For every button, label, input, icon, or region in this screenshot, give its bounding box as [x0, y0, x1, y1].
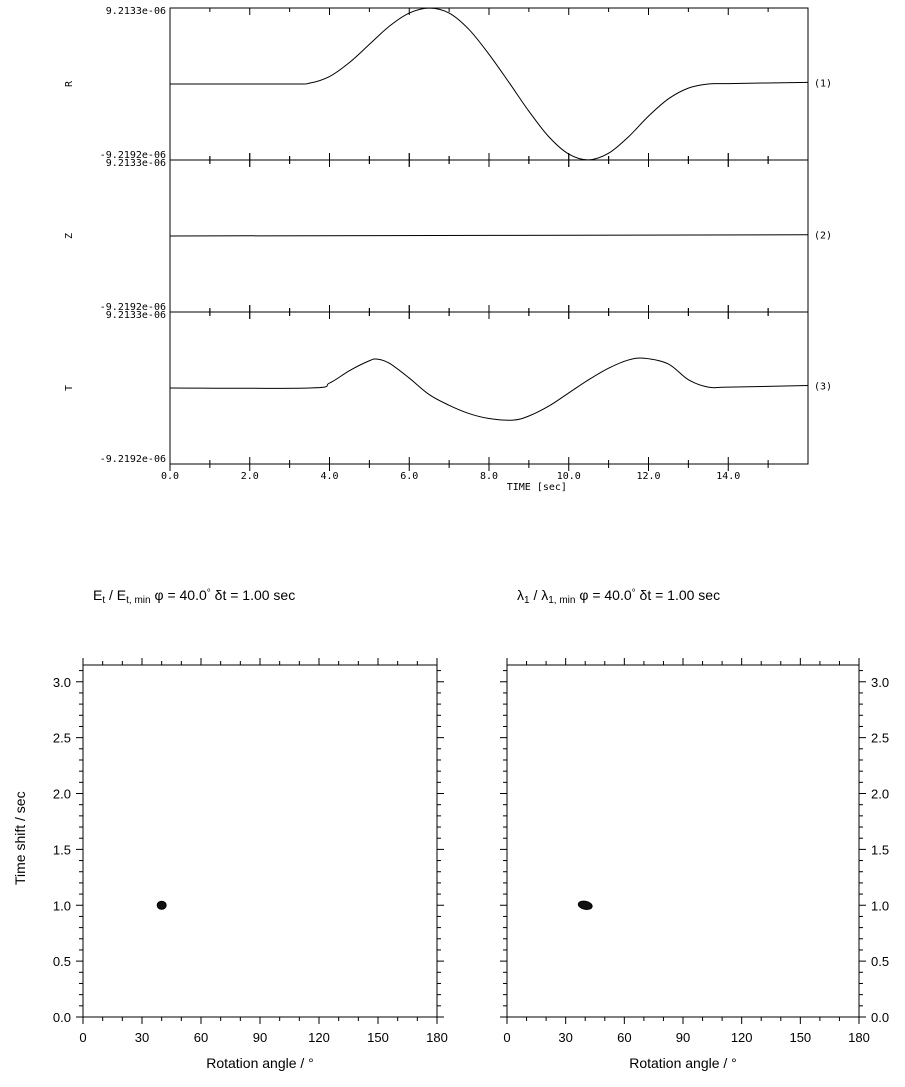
minimum-marker — [577, 900, 593, 910]
time-tick-label: 2.0 — [241, 471, 259, 482]
time-tick-label: 12.0 — [636, 471, 660, 482]
title-part: / λ — [530, 587, 549, 603]
y-tick-label: 2.0 — [871, 787, 889, 802]
trace-ymin-label: -9.2192e-06 — [100, 150, 166, 161]
trace-ymax-label: 9.2133e-06 — [106, 158, 166, 169]
x-tick-label: 30 — [135, 1030, 149, 1045]
title-part: λ — [517, 587, 524, 603]
trace-ymin-label: -9.2192e-06 — [100, 454, 166, 465]
y-tick-label: 2.5 — [871, 731, 889, 746]
energy-contour-panel: 0 30 60 90 120 150 180 Rotation angle / ° 0.0 0.5… — [12, 587, 448, 1071]
trace-waveform-t — [169, 357, 809, 421]
trace-ymin-label: -9.2192e-06 — [100, 302, 166, 313]
trace-channel-label: R — [64, 80, 75, 87]
trace-waveform-z — [169, 234, 809, 237]
x-tick-label: 90 — [676, 1030, 690, 1045]
x-tick-label: 0 — [79, 1030, 86, 1045]
seismogram-panel: 9.2133e-06-9.2192e-06R (1)9.2133e-06-9.21… — [64, 6, 832, 493]
time-tick-label: 0.0 — [161, 471, 179, 482]
y-tick-label: 2.5 — [53, 731, 71, 746]
time-axis-label: TIME [sec] — [507, 482, 567, 493]
x-tick-label: 90 — [253, 1030, 267, 1045]
x-tick-label: 0 — [503, 1030, 510, 1045]
y-tick-label: 0.0 — [871, 1010, 889, 1025]
trace-channel-label: Z — [64, 233, 75, 239]
y-tick-label: 0.0 — [53, 1010, 71, 1025]
x-tick-label: 60 — [194, 1030, 208, 1045]
minimum-marker — [156, 900, 167, 910]
x-tick-label: 180 — [426, 1030, 448, 1045]
plot-frame — [506, 664, 860, 1018]
eigenvalue-contour-panel: 0 30 60 90 120 150 180 Rotation angle / ° 0.0 0.5… — [500, 587, 889, 1071]
x-tick-label: 150 — [367, 1030, 389, 1045]
title-subscript: t, min — [126, 595, 150, 606]
x-tick-label: 150 — [789, 1030, 811, 1045]
time-tick-label: 10.0 — [557, 471, 581, 482]
y-tick-label: 3.0 — [871, 675, 889, 690]
x-tick-label: 120 — [308, 1030, 330, 1045]
trace-waveform-r — [169, 7, 809, 161]
plot-frame — [82, 664, 438, 1018]
title-part: ° — [632, 588, 636, 599]
x-tick-label: 180 — [848, 1030, 870, 1045]
y-axis-label: Time shift / sec — [12, 791, 28, 885]
trace-ymax-label: 9.2133e-06 — [106, 6, 166, 17]
x-axis-label: Rotation angle / ° — [206, 1055, 314, 1071]
trace-ymax-label: 9.2133e-06 — [106, 310, 166, 321]
title-subscript: 1, min — [548, 595, 575, 606]
x-axis-label: Rotation angle / ° — [629, 1055, 737, 1071]
y-tick-label: 1.5 — [53, 842, 71, 857]
y-tick-label: 0.5 — [871, 954, 889, 969]
y-tick-label: 2.0 — [53, 787, 71, 802]
title-part: E — [93, 587, 102, 603]
x-tick-label: 30 — [558, 1030, 572, 1045]
x-tick-label: 120 — [731, 1030, 753, 1045]
y-tick-label: 3.0 — [53, 675, 71, 690]
title-subscript: t — [102, 595, 105, 606]
time-tick-label: 8.0 — [480, 471, 498, 482]
y-tick-label: 1.0 — [871, 898, 889, 913]
y-tick-label: 0.5 — [53, 954, 71, 969]
title-subscript: 1 — [524, 595, 530, 606]
title-part: φ = 40.0 — [151, 587, 207, 603]
title-part: δt = 1.00 sec — [636, 587, 720, 603]
x-tick-label: 60 — [617, 1030, 631, 1045]
time-tick-label: 14.0 — [716, 471, 740, 482]
y-tick-label: 1.0 — [53, 898, 71, 913]
y-tick-label: 1.5 — [871, 842, 889, 857]
title-part: δt = 1.00 sec — [211, 587, 295, 603]
title-part: φ = 40.0 — [575, 587, 631, 603]
trace-channel-label: T — [64, 385, 75, 391]
time-tick-label: 6.0 — [400, 471, 418, 482]
trace-number-label: (2) — [814, 231, 832, 242]
trace-number-label: (3) — [814, 382, 832, 393]
title-part: / E — [105, 587, 126, 603]
title-part: ° — [207, 588, 211, 599]
trace-number-label: (1) — [814, 78, 832, 89]
chart-title: Et / Et, min φ = 40.0° δt = 1.00 sec — [93, 587, 295, 606]
time-tick-label: 4.0 — [320, 471, 338, 482]
chart-title: λ1 / λ1, min φ = 40.0° δt = 1.00 sec — [517, 587, 720, 606]
